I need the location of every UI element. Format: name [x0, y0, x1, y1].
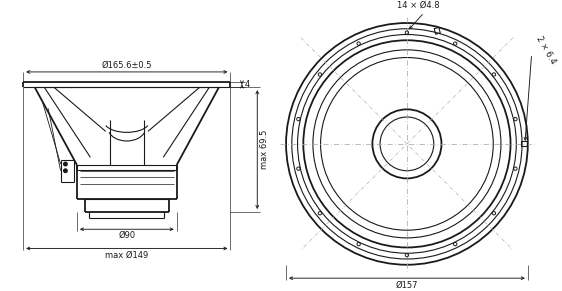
Text: 4: 4: [245, 80, 250, 89]
Text: Ø157: Ø157: [396, 281, 418, 290]
Bar: [434, 27, 440, 34]
Bar: [521, 141, 527, 146]
Text: 14 × Ø4.8: 14 × Ø4.8: [397, 1, 440, 10]
Text: max Ø149: max Ø149: [105, 250, 148, 259]
Text: 2 × 6.4: 2 × 6.4: [534, 34, 558, 65]
Circle shape: [64, 162, 67, 166]
Text: Ø165.6±0.5: Ø165.6±0.5: [102, 61, 152, 70]
Text: Ø90: Ø90: [118, 231, 135, 240]
Text: max 69.5: max 69.5: [260, 130, 269, 169]
Circle shape: [64, 169, 67, 173]
